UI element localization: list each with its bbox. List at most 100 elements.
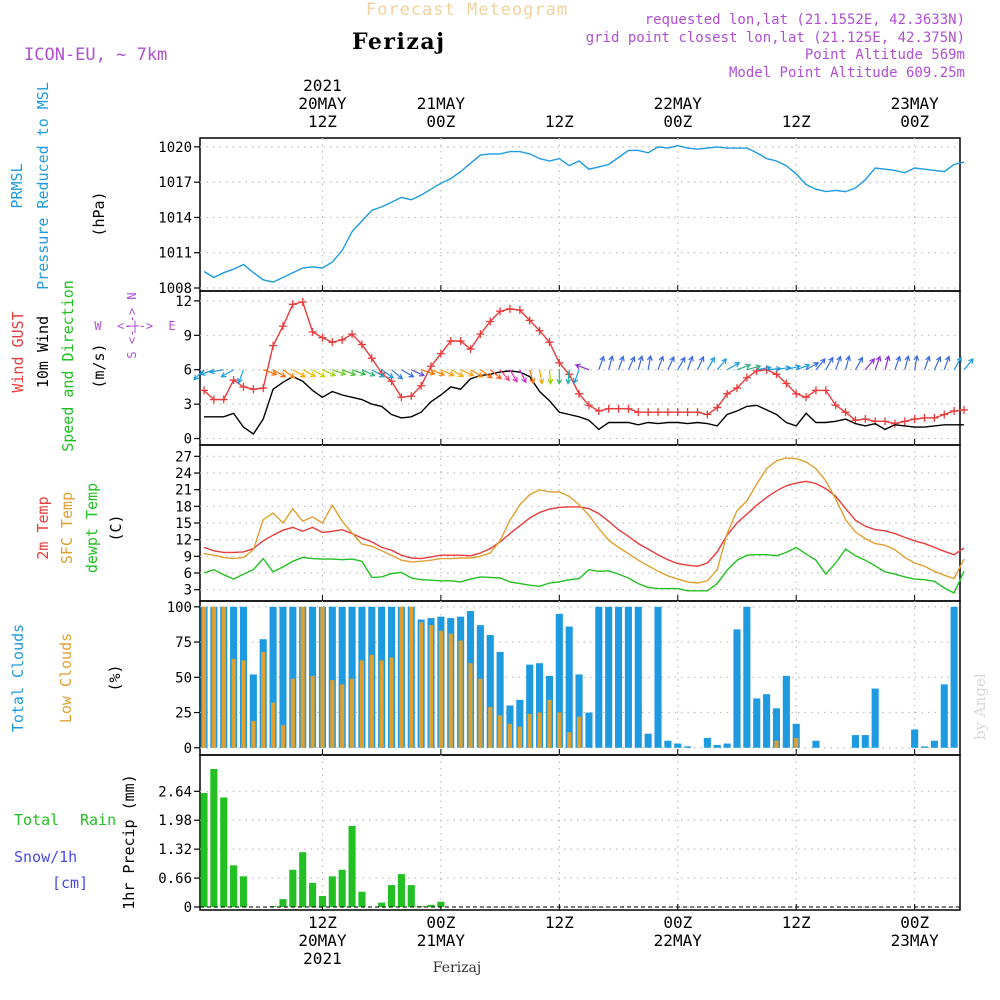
gust-marker — [476, 330, 485, 339]
bar-clouds — [911, 729, 919, 748]
compass-w: W — [94, 319, 102, 333]
gust-marker — [752, 366, 761, 375]
gust-marker — [575, 389, 584, 398]
bar-clouds — [271, 702, 276, 748]
wind-arrow — [547, 369, 554, 385]
gust-marker — [742, 373, 751, 382]
bottom-time-label: 22MAY — [654, 931, 703, 950]
requested-coords: requested lon,lat (21.1552E, 42.3633N) — [645, 12, 965, 28]
wind-arrow — [913, 354, 920, 370]
y-tick-label: 1017 — [158, 175, 192, 191]
gust-marker — [584, 401, 593, 410]
gust-marker — [624, 404, 633, 413]
bar-clouds — [419, 622, 424, 748]
bar-clouds — [713, 744, 721, 748]
panel-label: (hPa) — [90, 191, 108, 236]
bar-clouds — [448, 633, 453, 748]
gust-marker — [555, 358, 564, 367]
gust-marker — [841, 408, 850, 417]
bar-precip — [230, 865, 238, 907]
bottom-time-label: 2021 — [303, 949, 342, 968]
bar-clouds — [340, 684, 345, 748]
bar-clouds — [251, 720, 256, 748]
wind-arrow — [519, 369, 527, 384]
y-tick-label: 1020 — [158, 140, 192, 156]
bottom-time-label: 12Z — [782, 913, 811, 932]
gust-marker — [466, 345, 475, 354]
bar-clouds — [498, 715, 503, 748]
bar-clouds — [486, 635, 494, 748]
bar-clouds — [330, 680, 335, 748]
bar-precip — [427, 904, 435, 907]
bar-clouds — [379, 660, 384, 748]
bar-clouds — [537, 712, 542, 748]
bar-precip — [210, 768, 218, 907]
top-time-label: 23MAY — [891, 94, 940, 113]
bar-clouds — [359, 660, 364, 748]
bar-clouds — [555, 613, 563, 748]
bar-clouds — [753, 698, 761, 748]
bar-clouds — [743, 606, 751, 748]
gust-marker — [723, 389, 732, 398]
bar-clouds — [794, 737, 799, 748]
bar-precip — [279, 899, 287, 907]
wind-arrow — [411, 369, 426, 377]
gust-marker — [614, 404, 623, 413]
gust-marker — [900, 417, 909, 426]
wind-arrow — [726, 362, 741, 371]
gust-marker — [338, 335, 347, 344]
bar-clouds — [782, 675, 790, 748]
wind-arrow — [746, 364, 762, 371]
model-label: ICON-EU, ~ 7km — [24, 45, 167, 65]
bar-precip — [397, 874, 405, 907]
bottom-time-label: 00Z — [663, 913, 692, 932]
gust-marker — [200, 386, 208, 395]
gust-marker — [693, 408, 702, 417]
bar-clouds — [409, 606, 414, 748]
y-tick-label: 0 — [184, 900, 192, 916]
panel-label: (C) — [107, 514, 125, 541]
wind-arrow — [381, 369, 395, 379]
bar-precip — [338, 869, 346, 907]
point-altitude: Point Altitude 569m — [805, 47, 965, 63]
bar-precip — [437, 901, 445, 907]
wind-arrow — [351, 369, 367, 376]
wind-arrow — [193, 369, 205, 381]
bar-clouds — [733, 629, 741, 748]
bar-clouds — [871, 688, 879, 748]
gust-marker — [486, 317, 495, 326]
wind-arrow — [489, 369, 502, 380]
wind-arrow — [805, 362, 820, 371]
y-tick-label: 1011 — [158, 246, 192, 262]
y-tick-label: 24 — [175, 466, 192, 482]
top-time-label: 2021 — [303, 76, 342, 95]
gust-marker — [298, 298, 307, 307]
model-altitude: Model Point Altitude 609.25m — [729, 65, 965, 81]
bottom-time-label: 23MAY — [891, 931, 940, 950]
bar-clouds — [792, 723, 800, 748]
bar-clouds — [349, 678, 355, 748]
bar-precip — [309, 882, 317, 907]
wind-arrow — [815, 358, 826, 371]
gust-marker — [950, 407, 959, 416]
bar-clouds — [526, 664, 534, 748]
gust-marker — [673, 408, 682, 417]
gust-marker — [348, 330, 357, 339]
series-line — [203, 457, 965, 584]
bar-clouds — [507, 723, 513, 748]
wind-arrow — [786, 364, 802, 371]
bar-clouds — [428, 625, 434, 748]
gust-marker — [525, 316, 534, 325]
wind-arrow — [923, 355, 931, 370]
bar-clouds — [201, 606, 207, 748]
bar-clouds — [211, 606, 216, 748]
y-tick-label: 2.64 — [158, 784, 192, 800]
wind-arrow — [361, 369, 376, 377]
gust-marker — [505, 304, 514, 313]
bar-clouds — [369, 654, 374, 748]
gust-marker — [209, 395, 218, 404]
wind-arrow — [341, 369, 357, 377]
wind-arrow — [884, 354, 891, 370]
